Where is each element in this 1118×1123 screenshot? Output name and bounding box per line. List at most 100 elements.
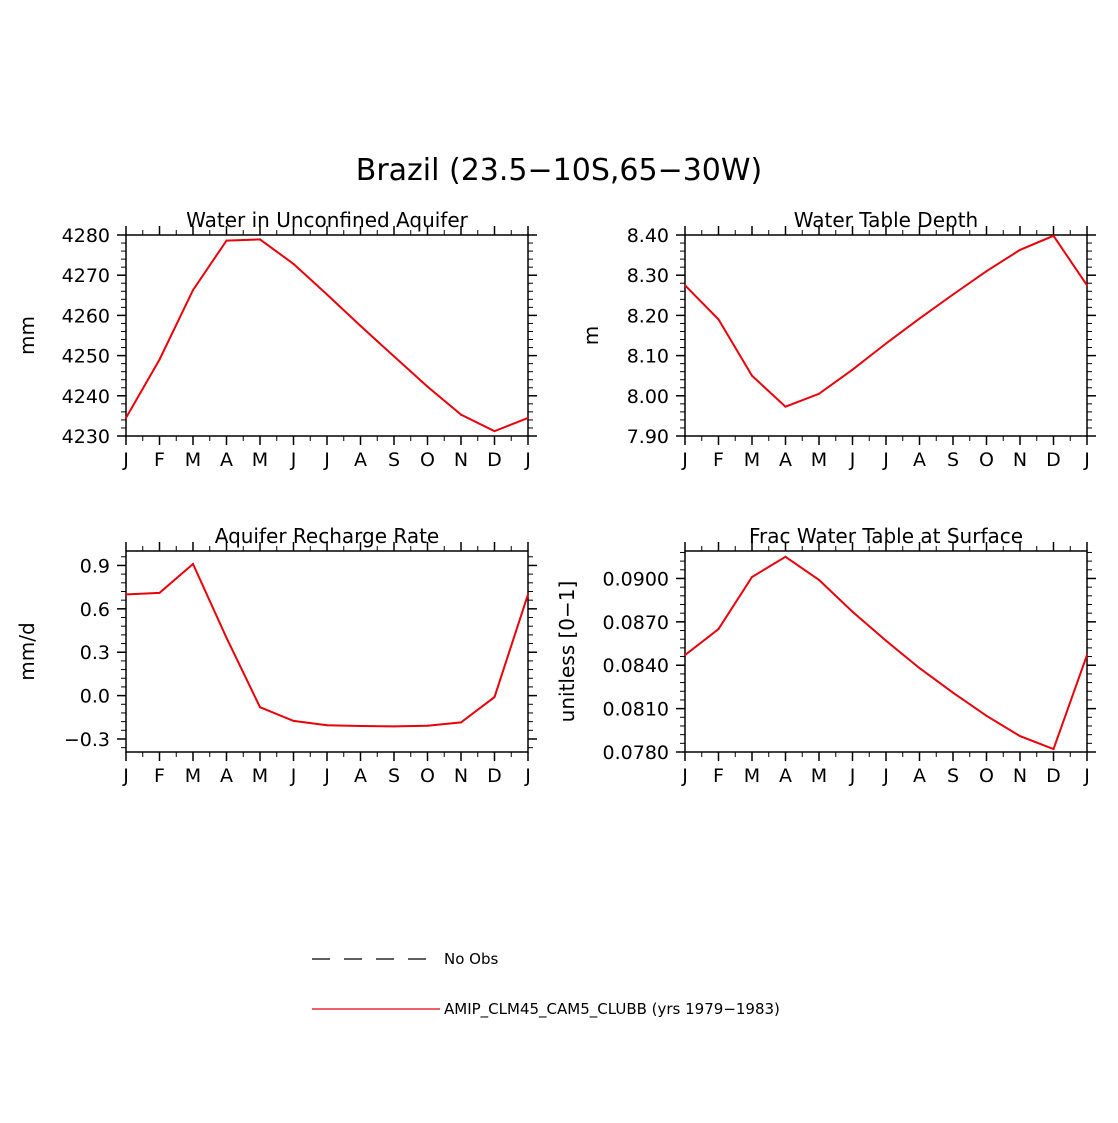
aquifer-water-xtick-label: N: [454, 449, 468, 471]
recharge-rate-xtick-label: S: [388, 765, 400, 787]
aquifer-water-xtick-label: J: [122, 449, 129, 471]
aquifer-water-xtick-label: M: [185, 449, 201, 471]
frac-water-table-data-point: [1086, 654, 1088, 657]
aquifer-water-series-line: [125, 238, 529, 433]
recharge-rate-xtick-label: N: [454, 765, 468, 787]
recharge-rate-data-point: [225, 636, 228, 639]
frac-water-table-ytick-label: 0.0780: [603, 742, 669, 764]
frac-water-table-xtick-label: O: [979, 765, 994, 787]
aquifer-water-xtick-label: J: [290, 449, 297, 471]
aquifer-water-ytick-label: 4270: [62, 265, 110, 287]
page-title: Brazil (23.5−10S,65−30W): [356, 153, 763, 188]
frac-water-table-data-point: [784, 555, 787, 558]
recharge-rate-xtick-label: J: [524, 765, 531, 787]
frac-water-table-frame: [684, 550, 1088, 753]
frac-water-table-data-point: [818, 578, 820, 581]
aquifer-water-data-point: [225, 239, 228, 242]
aquifer-water-xtick-label: F: [154, 449, 165, 471]
frac-water-table-data-point: [885, 639, 887, 642]
legend: No Obs AMIP_CLM45_CAM5_CLUBB (yrs 1979−1…: [312, 950, 780, 1019]
water-table-depth-data-point: [1052, 234, 1055, 237]
frac-water-table-ytick-label: 0.0900: [603, 568, 669, 590]
recharge-rate-data-point: [158, 591, 161, 594]
frac-water-table-ytick-label: 0.0840: [603, 655, 669, 677]
frac-water-table-xtick-label: S: [947, 765, 959, 787]
frac-water-table-data-point: [1052, 748, 1055, 751]
frac-water-table-data-point: [952, 691, 954, 694]
frac-water-table-data-point: [918, 667, 921, 670]
recharge-rate-xtick-label: J: [122, 765, 129, 787]
frac-water-table-ytick-label: 0.0810: [603, 699, 669, 721]
frac-water-table-data-point: [717, 628, 720, 631]
frac-water-table-xtick-label: F: [713, 765, 724, 787]
aquifer-water-data-point: [460, 413, 462, 416]
recharge-rate-data-point: [527, 593, 529, 596]
water-table-depth-data-point: [918, 317, 921, 320]
recharge-rate-xtick-label: J: [323, 765, 330, 787]
frac-water-table-series-line: [684, 555, 1088, 751]
water-table-depth-xtick-label: M: [811, 449, 827, 471]
water-table-depth-data-point: [1086, 284, 1088, 287]
water-table-depth-ytick-label: 8.00: [627, 386, 669, 408]
recharge-rate-data-point: [192, 563, 194, 566]
legend-model-label: AMIP_CLM45_CAM5_CLUBB (yrs 1979−1983): [444, 1000, 780, 1019]
recharge-rate-ytick-label: 0.6: [80, 599, 110, 621]
frac-water-table-data-point: [985, 714, 988, 717]
aquifer-water-xtick-label: J: [323, 449, 330, 471]
water-table-depth-data-point: [885, 342, 887, 345]
recharge-rate-data-point: [326, 724, 328, 727]
aquifer-water-data-point: [192, 289, 194, 292]
water-table-depth-xtick-label: O: [979, 449, 994, 471]
frac-water-table-xtick-label: J: [882, 765, 889, 787]
water-table-depth-data-point: [851, 368, 854, 371]
aquifer-water-xtick-label: A: [220, 449, 233, 471]
water-table-depth-data-point: [717, 318, 720, 321]
water-table-depth-xtick-label: M: [744, 449, 760, 471]
frac-water-table-xtick-label: N: [1013, 765, 1027, 787]
water-table-depth-data-point: [952, 293, 954, 296]
frac-water-table-xtick-label: D: [1046, 765, 1061, 787]
recharge-rate-xtick-label: A: [354, 765, 367, 787]
recharge-rate-frame: [125, 550, 529, 753]
frac-water-table-xtick-label: J: [681, 765, 688, 787]
water-table-depth-xtick-label: J: [1083, 449, 1090, 471]
recharge-rate-ytick-label: 0.9: [80, 555, 110, 577]
recharge-rate-ytick-label: 0.0: [80, 686, 110, 708]
recharge-rate-series-line: [125, 562, 529, 728]
water-table-depth-xtick-label: A: [913, 449, 926, 471]
aquifer-water-xtick-label: A: [354, 449, 367, 471]
aquifer-water-data-point: [158, 358, 161, 361]
water-table-depth-xtick-label: N: [1013, 449, 1027, 471]
aquifer-water-ytick-label: 4250: [62, 346, 110, 368]
frac-water-table-data-point: [684, 654, 686, 657]
aquifer-water-ytick-label: 4280: [62, 225, 110, 247]
aquifer-water-data-point: [292, 262, 295, 265]
aquifer-water-xtick-label: D: [487, 449, 502, 471]
aquifer-water-data-point: [125, 416, 127, 419]
frac-water-table-data-point: [1019, 735, 1021, 738]
aquifer-water-data-point: [259, 238, 261, 241]
recharge-rate-data-point: [259, 706, 261, 709]
aquifer-water-ytick-label: 4230: [62, 426, 110, 448]
water-table-depth-data-point: [684, 284, 686, 287]
frac-water-table-xtick-label: A: [913, 765, 926, 787]
aquifer-water-ytick-label: 4240: [62, 386, 110, 408]
aquifer-water-data-point: [527, 416, 529, 419]
frac-water-table-xtick-label: J: [849, 765, 856, 787]
water-table-depth-series-line: [684, 234, 1088, 408]
water-table-depth-xtick-label: D: [1046, 449, 1061, 471]
recharge-rate-xtick-label: J: [290, 765, 297, 787]
water-table-depth-frame: [684, 234, 1088, 437]
aquifer-water-xtick-label: J: [524, 449, 531, 471]
legend-obs-label: No Obs: [444, 950, 498, 968]
frac-water-table-ylabel: unitless [0−1]: [555, 581, 579, 723]
water-table-depth-xtick-label: J: [882, 449, 889, 471]
water-table-depth-ytick-label: 7.90: [627, 426, 669, 448]
recharge-rate-data-point: [125, 593, 127, 596]
